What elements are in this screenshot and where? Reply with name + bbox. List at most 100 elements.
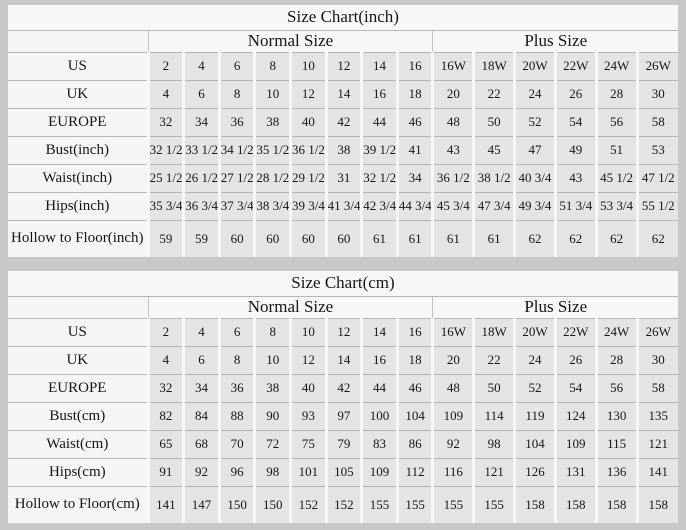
size-cell: 38 <box>253 107 291 136</box>
size-cell: 38 3/4 <box>253 191 291 220</box>
size-cell: 6 <box>182 79 220 108</box>
size-cell: 4 <box>146 345 184 374</box>
size-cell: 96 <box>217 457 255 486</box>
size-cell: 32 <box>146 373 184 402</box>
size-cell: 32 1/2 <box>360 163 398 192</box>
size-cell: 26 <box>553 345 597 374</box>
table-row: Waist(cm) 65 68 70 72 75 79 83 86 92 98 104 109 115 12… <box>8 429 678 458</box>
size-cell: 56 <box>594 373 638 402</box>
size-cell: 47 3/4 <box>472 191 515 220</box>
size-cell: 14 <box>360 317 398 346</box>
row-label: Hips(inch) <box>8 191 149 220</box>
size-cell: 42 <box>324 373 362 402</box>
size-cell: 8 <box>217 79 255 108</box>
size-cell: 50 <box>472 107 515 136</box>
size-cell: 20W <box>513 51 556 80</box>
size-cell: 90 <box>253 401 291 430</box>
size-cell: 20 <box>431 79 474 108</box>
size-cell: 8 <box>253 317 291 346</box>
group-header-plus: Plus Size <box>432 29 678 52</box>
size-cell: 16W <box>431 317 474 346</box>
size-cell: 158 <box>553 485 597 523</box>
size-cell: 50 <box>472 373 515 402</box>
size-cell: 92 <box>182 457 220 486</box>
size-cell: 54 <box>553 107 597 136</box>
row-label: UK <box>8 79 149 108</box>
table-row: EUROPE 32 34 36 38 40 42 44 46 48 50 52 54 56 58 <box>8 107 678 136</box>
row-label: Hips(cm) <box>8 457 149 486</box>
size-cell: 26 1/2 <box>182 163 220 192</box>
size-cell: 30 <box>635 79 678 108</box>
size-cell: 16 <box>395 51 433 80</box>
size-cell: 20W <box>513 317 556 346</box>
row-label: Bust(cm) <box>8 401 149 430</box>
row-label: US <box>8 51 149 80</box>
row-label: UK <box>8 345 149 374</box>
size-cell: 36 1/2 <box>289 135 327 164</box>
size-cell: 24W <box>594 51 638 80</box>
size-cell: 130 <box>594 401 638 430</box>
size-cell: 49 <box>553 135 597 164</box>
size-cell: 55 1/2 <box>635 191 678 220</box>
size-cell: 22W <box>553 317 597 346</box>
row-label: EUROPE <box>8 373 149 402</box>
size-cell: 158 <box>594 485 638 523</box>
size-cell: 46 <box>395 373 433 402</box>
size-cell: 34 <box>395 163 433 192</box>
row-label: Bust(inch) <box>8 135 149 164</box>
size-cell: 109 <box>360 457 398 486</box>
size-cell: 51 3/4 <box>553 191 597 220</box>
size-cell: 104 <box>513 429 556 458</box>
size-cell: 155 <box>431 485 474 523</box>
size-cell: 10 <box>253 79 291 108</box>
size-cell: 45 3/4 <box>431 191 474 220</box>
size-cell: 56 <box>594 107 638 136</box>
size-cell: 119 <box>513 401 556 430</box>
table-row: Hips(inch) 35 3/4 36 3/4 37 3/4 38 3/4 39 3/4… <box>8 191 678 220</box>
size-cell: 61 <box>472 219 515 257</box>
size-cell: 42 3/4 <box>360 191 398 220</box>
size-cell: 39 3/4 <box>289 191 327 220</box>
size-cell: 98 <box>253 457 291 486</box>
size-cell: 147 <box>182 485 220 523</box>
size-cell: 101 <box>289 457 327 486</box>
size-cell: 24 <box>513 79 556 108</box>
size-cell: 131 <box>553 457 597 486</box>
size-cell: 155 <box>472 485 515 523</box>
size-cell: 114 <box>472 401 515 430</box>
size-cell: 152 <box>289 485 327 523</box>
size-cell: 10 <box>253 345 291 374</box>
size-cell: 34 1/2 <box>217 135 255 164</box>
size-cell: 48 <box>431 373 474 402</box>
size-cell: 40 <box>289 107 327 136</box>
size-cell: 48 <box>431 107 474 136</box>
size-cell: 12 <box>289 79 327 108</box>
size-cell: 155 <box>395 485 433 523</box>
size-cell: 62 <box>553 219 597 257</box>
size-cell: 58 <box>635 373 678 402</box>
size-cell: 84 <box>182 401 220 430</box>
table-row: UK 4 6 8 10 12 14 16 18 20 22 24 26 28 30 <box>8 345 678 374</box>
size-cell: 115 <box>594 429 638 458</box>
size-cell: 43 <box>553 163 597 192</box>
size-cell: 44 3/4 <box>395 191 433 220</box>
size-cell: 29 1/2 <box>289 163 327 192</box>
size-cell: 4 <box>146 79 184 108</box>
size-cell: 18W <box>472 51 515 80</box>
size-cell: 8 <box>217 345 255 374</box>
table-row: EUROPE 32 34 36 38 40 42 44 46 48 50 52 54 56 58 <box>8 373 678 402</box>
size-cell: 75 <box>289 429 327 458</box>
size-cell: 16W <box>431 51 474 80</box>
size-cell: 38 <box>253 373 291 402</box>
size-cell: 22W <box>553 51 597 80</box>
size-cell: 39 1/2 <box>360 135 398 164</box>
size-cell: 14 <box>324 79 362 108</box>
size-cell: 10 <box>289 317 327 346</box>
size-cell: 35 1/2 <box>253 135 291 164</box>
size-cell: 6 <box>182 345 220 374</box>
table-title: Size Chart(cm) <box>8 271 678 296</box>
size-cell: 18 <box>395 345 433 374</box>
size-cell: 53 3/4 <box>594 191 638 220</box>
size-cell: 45 <box>472 135 515 164</box>
size-cell: 150 <box>253 485 291 523</box>
